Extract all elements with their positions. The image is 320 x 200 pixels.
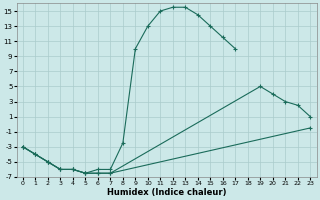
X-axis label: Humidex (Indice chaleur): Humidex (Indice chaleur) xyxy=(107,188,226,197)
